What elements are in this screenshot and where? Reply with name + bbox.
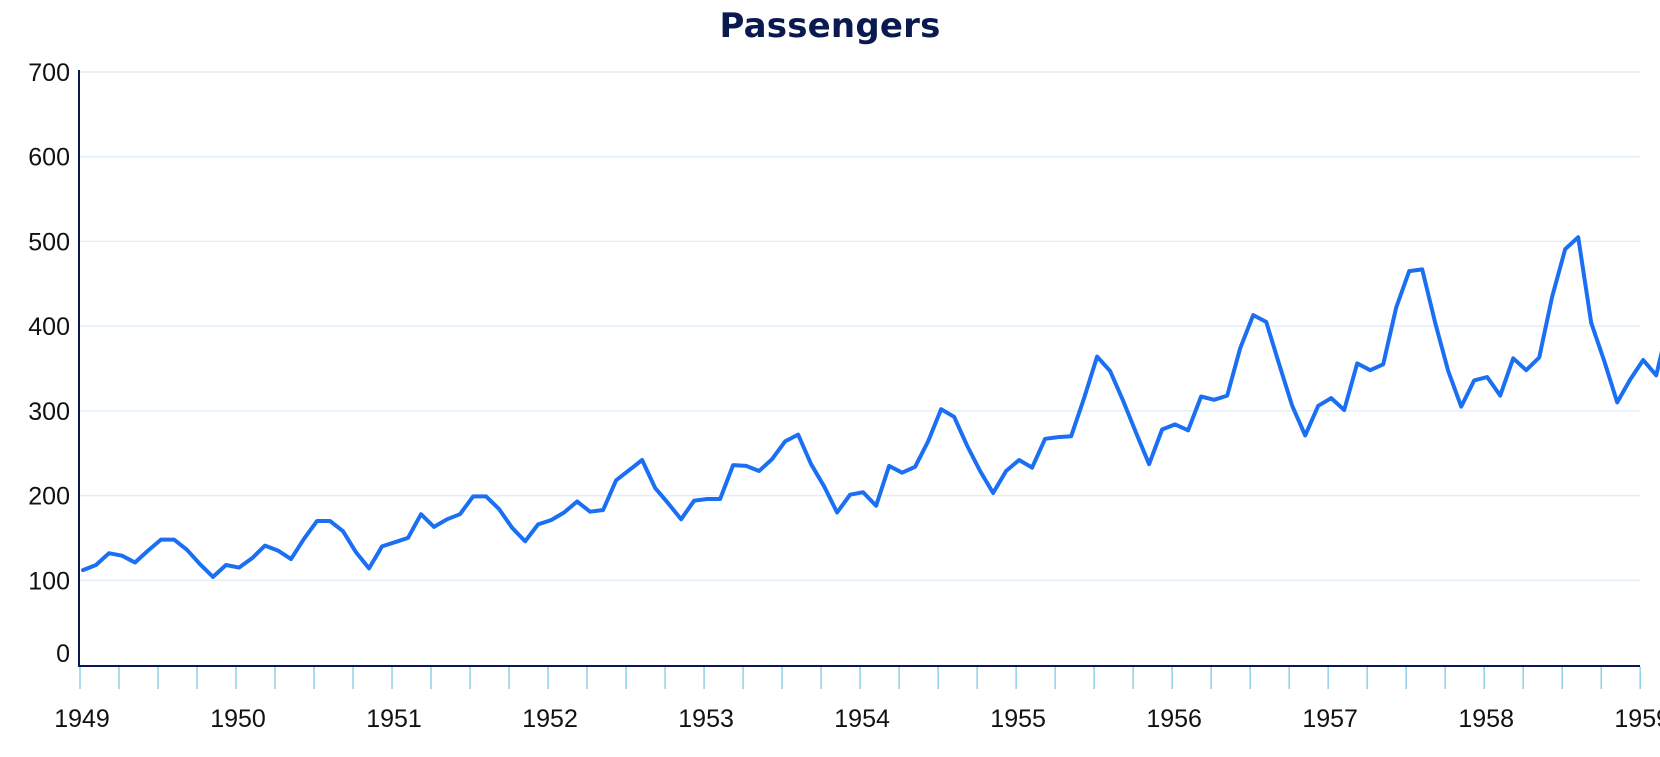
x-tick-label: 1951 — [366, 705, 422, 733]
y-tick-label: 0 — [56, 640, 70, 668]
series-line-passengers — [81, 235, 1660, 579]
x-tick-label: 1954 — [834, 705, 890, 733]
x-tick-label: 1955 — [990, 705, 1046, 733]
y-tick-label: 500 — [28, 228, 70, 256]
x-tick-label: 1957 — [1302, 705, 1358, 733]
x-tick-label: 1952 — [522, 705, 578, 733]
x-tick-label: 1953 — [678, 705, 734, 733]
y-tick-label: 400 — [28, 313, 70, 341]
x-tick-label: 1958 — [1458, 705, 1514, 733]
x-tick-label: 1956 — [1146, 705, 1202, 733]
x-tick-label: 1950 — [210, 705, 266, 733]
x-tick-label: 1949 — [54, 705, 110, 733]
chart-title: Passengers — [719, 6, 941, 46]
y-tick-label: 300 — [28, 398, 70, 426]
x-axis-ticks: 1949 1950 1951 1952 1953 1954 1955 1956 1957 1958… — [54, 667, 1660, 733]
y-tick-label: 700 — [28, 59, 70, 87]
y-tick-label: 600 — [28, 144, 70, 172]
y-tick-label: 100 — [28, 567, 70, 595]
gridlines — [79, 71, 1640, 582]
y-tick-label: 200 — [28, 483, 70, 511]
x-tick-label: 1959 — [1614, 705, 1660, 733]
y-axis-tick-labels: 0 100 200 300 400 500 600 700 — [28, 59, 70, 668]
